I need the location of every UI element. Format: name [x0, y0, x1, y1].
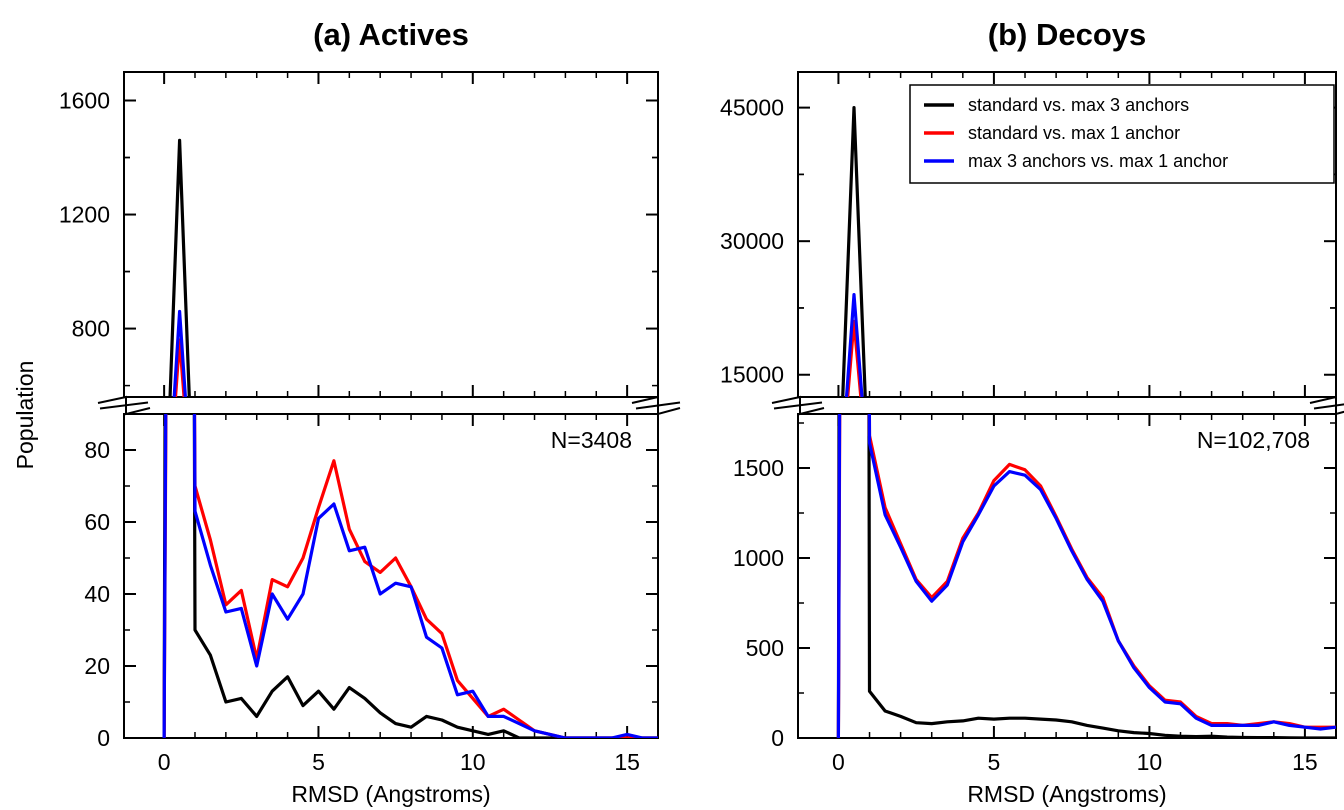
tick-labels: 0 5 10 15 0 500 1000 1500 15000 30000 45000 [720, 95, 1318, 775]
x-tick-label: 10 [460, 749, 486, 775]
y-axis-label: Population [12, 361, 38, 470]
series-lines [836, 105, 1336, 738]
axis-break-marks [768, 395, 1344, 416]
n-annotation: N=102,708 [1197, 427, 1310, 453]
break-slash-right [635, 401, 681, 410]
x-tick-label: 0 [832, 749, 845, 775]
legend-label: max 3 anchors vs. max 1 anchor [968, 151, 1228, 171]
x-tick-label: 15 [614, 749, 640, 775]
n-annotation: N=3408 [551, 427, 632, 453]
y-tick-label: 0 [97, 725, 110, 751]
panel-decoys: (b) Decoys 0 5 10 15 0 500 1000 1500 15000 30000 4… [720, 17, 1344, 807]
series-line-lower [836, 414, 1336, 738]
series-line-lower [162, 414, 658, 738]
x-axis-label: RMSD (Angstroms) [967, 781, 1166, 807]
y-tick-label: 1600 [59, 88, 110, 114]
y-tick-label: 40 [84, 581, 110, 607]
break-gap [94, 398, 688, 413]
y-tick-label: 45000 [720, 95, 784, 121]
x-tick-label: 15 [1292, 749, 1318, 775]
panel-title: (a) Actives [313, 17, 469, 52]
y-tick-label: 20 [84, 653, 110, 679]
tick-labels: 0 5 10 15 0 20 40 60 80 800 1200 1600 [59, 88, 640, 775]
series-lines [162, 138, 658, 738]
axis-break-marks [94, 395, 688, 416]
panel-title: (b) Decoys [988, 17, 1146, 52]
legend-label: standard vs. max 1 anchor [968, 123, 1180, 143]
legend-label: standard vs. max 3 anchors [968, 95, 1189, 115]
lower-plot-frame [123, 413, 659, 739]
y-tick-label: 0 [771, 725, 784, 751]
y-tick-label: 15000 [720, 362, 784, 388]
series-line-lower [162, 414, 658, 738]
y-tick-label: 500 [746, 635, 784, 661]
series-line-lower [162, 414, 658, 738]
break-slash-left [99, 401, 149, 410]
x-tick-label: 5 [312, 749, 325, 775]
break-slash-left [773, 401, 823, 410]
x-axis-label: RMSD (Angstroms) [291, 781, 490, 807]
break-gap [768, 398, 1344, 413]
y-tick-label: 1500 [733, 455, 784, 481]
legend: standard vs. max 3 anchors standard vs. m… [909, 84, 1335, 184]
x-tick-label: 10 [1137, 749, 1163, 775]
panel-actives: (a) Actives 0 5 10 15 0 20 40 60 80 800 1200 1600 N… [59, 17, 688, 807]
y-tick-label: 60 [84, 509, 110, 535]
y-tick-label: 1000 [733, 545, 784, 571]
upper-plot-frame [123, 71, 659, 398]
y-tick-label: 80 [84, 437, 110, 463]
legend-box [909, 84, 1335, 184]
y-tick-label: 800 [72, 316, 110, 342]
lower-plot-frame [797, 413, 1337, 739]
y-tick-label: 30000 [720, 228, 784, 254]
y-tick-label: 1200 [59, 202, 110, 228]
series-line-lower [836, 414, 1336, 738]
series-line-upper [168, 138, 191, 397]
x-tick-label: 0 [158, 749, 171, 775]
break-slash-right [1313, 403, 1344, 410]
upper-plot-frame [797, 71, 1337, 398]
x-tick-label: 5 [988, 749, 1001, 775]
